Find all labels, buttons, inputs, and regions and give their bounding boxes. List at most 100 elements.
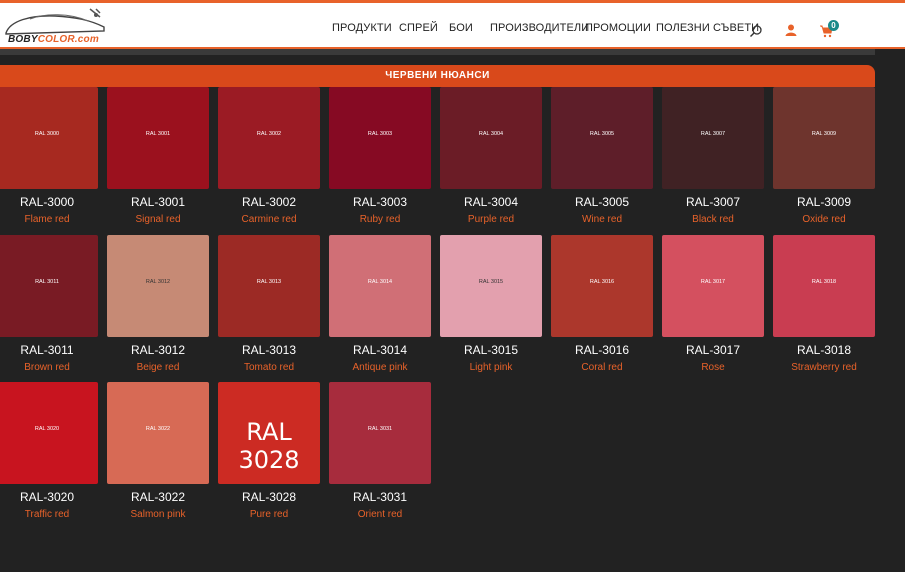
nav-item-manufacturers[interactable]: ПРОИЗВОДИТЕЛИ — [490, 22, 590, 34]
swatch-label: RAL 3031 — [367, 426, 393, 432]
color-code[interactable]: RAL-3000 — [19, 195, 75, 209]
color-name[interactable]: Tomato red — [243, 361, 295, 373]
swatch-label: RAL 3003 — [367, 131, 393, 137]
color-name[interactable]: Pure red — [249, 509, 289, 520]
color-code[interactable]: RAL-3001 — [130, 195, 186, 209]
color-code[interactable]: RAL-3009 — [796, 195, 852, 209]
color-name[interactable]: Ruby red — [359, 214, 401, 225]
color-name[interactable]: Brown red — [24, 361, 70, 373]
brand-logo[interactable]: BOBYCOLOR.com — [0, 7, 112, 47]
color-name[interactable]: Rose — [701, 361, 725, 373]
nav-item-promotions[interactable]: ПРОМОЦИИ — [585, 22, 652, 34]
color-swatch[interactable]: RAL 3018 — [773, 234, 875, 337]
color-code[interactable]: RAL-3031 — [352, 490, 408, 504]
user-icon[interactable] — [784, 23, 798, 42]
swatch-label: RAL 3016 — [589, 278, 615, 285]
color-name[interactable]: Traffic red — [24, 509, 70, 520]
color-code[interactable]: RAL-3012 — [130, 342, 186, 357]
color-name[interactable]: Wine red — [581, 214, 622, 225]
color-name[interactable]: Oxide red — [802, 214, 846, 225]
color-swatch[interactable]: RAL 3031 — [329, 382, 431, 484]
nav-item-useful-tips[interactable]: ПОЛЕЗНИ СЪВЕТИ — [656, 22, 760, 34]
color-name[interactable]: Purple red — [467, 214, 515, 225]
brand-name-part-b: COLOR.com — [37, 34, 99, 45]
color-code[interactable]: RAL-3003 — [352, 195, 408, 209]
swatch-fill — [107, 382, 209, 484]
color-code[interactable]: RAL-3011 — [20, 342, 74, 357]
color-swatch[interactable]: RAL 3003 — [329, 87, 431, 189]
color-swatch[interactable]: RAL 3002 — [218, 87, 320, 189]
site-header: BOBYCOLOR.com ПРОДУКТИ СПРЕЙ БОИ ПРОИЗВО… — [0, 0, 905, 49]
color-swatch[interactable]: RAL 3000 — [0, 87, 98, 189]
nav-item-spray[interactable]: СПРЕЙ — [399, 22, 438, 34]
color-code[interactable]: RAL-3022 — [130, 490, 186, 504]
color-code[interactable]: RAL-3004 — [463, 195, 519, 209]
swatch-fill — [329, 382, 431, 484]
color-name[interactable]: Strawberry red — [791, 361, 857, 373]
color-name[interactable]: Light pink — [469, 361, 513, 373]
color-code[interactable]: RAL-3002 — [241, 195, 297, 209]
color-code[interactable]: RAL-3028 — [241, 490, 297, 504]
color-name[interactable]: Signal red — [135, 214, 181, 225]
color-swatch[interactable]: RAL 3011 — [0, 234, 98, 337]
swatch-label: RAL 3014 — [367, 278, 393, 285]
color-name[interactable]: Antique pink — [352, 361, 408, 373]
color-name[interactable]: Beige red — [136, 361, 180, 373]
section-title: ЧЕРВЕНИ НЮАНСИ — [0, 65, 875, 87]
swatch-label: RAL 3028 — [238, 418, 300, 474]
swatch-label: RAL 3012 — [145, 278, 171, 285]
color-swatch[interactable]: RAL 3014 — [329, 234, 431, 337]
color-swatch[interactable]: RAL 3020 — [0, 382, 98, 484]
color-name[interactable]: Flame red — [24, 214, 70, 225]
color-code[interactable]: RAL-3013 — [241, 342, 297, 357]
color-name[interactable]: Coral red — [581, 361, 623, 373]
color-swatch[interactable]: RAL 3007 — [662, 87, 764, 189]
swatch-label: RAL 3000 — [34, 131, 60, 137]
color-name[interactable]: Orient red — [357, 509, 403, 520]
color-swatch[interactable]: RAL 3016 — [551, 234, 653, 337]
swatch-label: RAL 3004 — [478, 131, 504, 137]
color-name[interactable]: Salmon pink — [130, 509, 186, 520]
color-swatch[interactable]: RAL 3009 — [773, 87, 875, 189]
color-swatch[interactable]: RAL 3013 — [218, 234, 320, 337]
swatch-label: RAL 3011 — [35, 278, 59, 285]
color-code[interactable]: RAL-3007 — [685, 195, 741, 209]
color-code[interactable]: RAL-3005 — [574, 195, 630, 209]
swatch-label: RAL 3009 — [811, 131, 837, 137]
search-icon[interactable] — [749, 24, 763, 43]
color-swatch[interactable]: RAL 3015 — [440, 234, 542, 337]
nav-item-paints[interactable]: БОИ — [449, 22, 473, 34]
color-swatch[interactable]: RAL 3001 — [107, 87, 209, 189]
color-swatch[interactable]: RAL 3022 — [107, 382, 209, 484]
swatch-label: RAL 3017 — [700, 278, 726, 285]
swatch-fill — [218, 382, 320, 484]
color-code[interactable]: RAL-3017 — [685, 342, 741, 357]
color-swatch[interactable]: RAL 3017 — [662, 234, 764, 337]
swatch-fill — [0, 87, 98, 189]
swatch-fill — [440, 87, 542, 189]
color-code[interactable]: RAL-3020 — [19, 490, 75, 504]
color-name[interactable]: Carmine red — [241, 214, 297, 225]
color-swatch[interactable]: RAL 3028 — [218, 382, 320, 484]
swatch-fill — [662, 234, 764, 337]
swatch-fill — [107, 87, 209, 189]
color-code[interactable]: RAL-3018 — [796, 342, 852, 357]
swatch-label: RAL 3002 — [256, 131, 282, 137]
color-swatch[interactable]: RAL 3005 — [551, 87, 653, 189]
brand-name: BOBYCOLOR.com — [8, 34, 99, 45]
swatch-label: RAL 3022 — [145, 426, 171, 432]
swatch-fill — [773, 87, 875, 189]
color-code[interactable]: RAL-3015 — [463, 342, 519, 357]
brand-name-part-a: BOBY — [8, 34, 38, 45]
swatch-fill — [440, 234, 542, 337]
color-swatch[interactable]: RAL 3004 — [440, 87, 542, 189]
swatch-fill — [662, 87, 764, 189]
color-code[interactable]: RAL-3014 — [352, 342, 408, 357]
swatch-fill — [551, 234, 653, 337]
swatch-fill — [551, 87, 653, 189]
nav-item-products[interactable]: ПРОДУКТИ — [332, 22, 392, 34]
color-swatch[interactable]: RAL 3012 — [107, 234, 209, 337]
color-name[interactable]: Black red — [692, 214, 734, 225]
swatch-label: RAL 3013 — [256, 278, 282, 285]
color-code[interactable]: RAL-3016 — [574, 342, 630, 357]
